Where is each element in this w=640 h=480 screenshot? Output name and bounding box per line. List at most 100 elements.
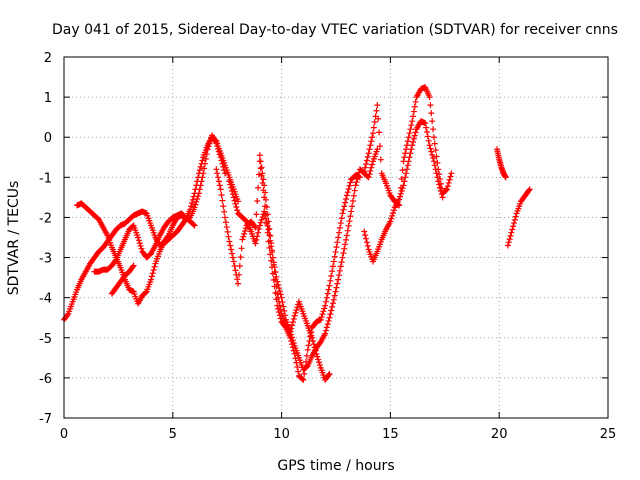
data-point [260,176,267,183]
data-point [410,135,417,142]
data-point [511,216,518,223]
data-point [526,186,533,193]
data-point [401,154,408,161]
data-point [290,315,297,322]
data-point [422,120,429,127]
data-point [206,140,213,147]
data-point [326,370,333,377]
data-point [505,239,512,246]
data-point [272,289,279,296]
data-point [239,236,246,243]
chart-title: Day 041 of 2015, Sidereal Day-to-day VTE… [52,22,618,38]
data-point [525,187,532,194]
data-point [403,166,410,173]
data-point [374,102,381,109]
data-point [229,254,236,261]
data-point [199,157,206,164]
data-point [215,174,222,181]
data-point [410,108,417,115]
data-point [343,236,350,243]
data-point [271,264,278,271]
data-point [228,184,235,191]
data-point [240,233,247,240]
data-point [322,298,329,305]
data-point [339,254,346,261]
data-point [302,358,309,365]
data-point [317,316,324,323]
data-point [221,167,228,174]
data-point [341,245,348,252]
data-point [346,182,353,189]
data-point [193,198,200,205]
data-point [217,154,224,161]
data-point [279,299,286,306]
data-point [402,174,409,181]
data-point [255,171,262,178]
data-point [376,143,383,150]
data-point [129,263,136,270]
data-point [150,266,157,273]
data-point [434,174,441,181]
data-point [217,186,224,193]
data-point [338,215,345,222]
y-tick-label: -5 [39,332,52,347]
data-point [265,218,272,225]
data-point [506,236,513,243]
data-point [337,263,344,270]
data-point [151,263,158,270]
data-point [293,307,300,314]
data-point [410,139,417,146]
data-point [345,185,352,192]
data-point [267,232,274,239]
data-point [275,309,282,316]
data-point [400,158,407,165]
data-point [192,201,199,208]
data-point [213,140,220,147]
data-point [189,196,196,203]
data-point [201,165,208,172]
y-tick-label: -1 [39,171,52,186]
y-tick-label: 1 [44,91,52,106]
data-point [322,330,329,337]
data-point [350,192,357,199]
data-point [228,246,235,253]
data-point [292,355,299,362]
data-point [214,143,221,150]
data-point [288,325,295,332]
data-point [369,134,376,141]
data-point [293,359,300,366]
data-point [366,171,373,178]
data-point [219,160,226,167]
y-tick-label: 2 [44,51,52,66]
data-point [264,229,271,236]
series-10 [504,186,533,249]
x-tick-label: 25 [600,427,617,442]
data-point [266,225,273,232]
data-point [338,258,345,265]
data-point [333,284,340,291]
data-point [405,158,412,165]
data-point [228,250,235,257]
data-point [365,150,372,157]
data-point [432,166,439,173]
data-point [404,138,411,145]
data-point [425,137,432,144]
data-point [276,288,283,295]
data-point [254,233,261,240]
data-point [406,130,413,137]
data-point [301,370,308,377]
data-point [232,267,239,274]
data-point [310,341,317,348]
y-axis-label: SDTVAR / TECUs [6,181,22,296]
data-point [323,294,330,301]
data-point [388,215,395,222]
x-tick-label: 5 [169,427,177,442]
data-point [277,315,284,322]
data-point [215,178,222,185]
data-point [191,222,198,229]
data-point [502,174,509,181]
data-point [404,162,411,169]
data-point [315,356,322,363]
data-point [346,218,353,225]
data-point [291,350,298,357]
